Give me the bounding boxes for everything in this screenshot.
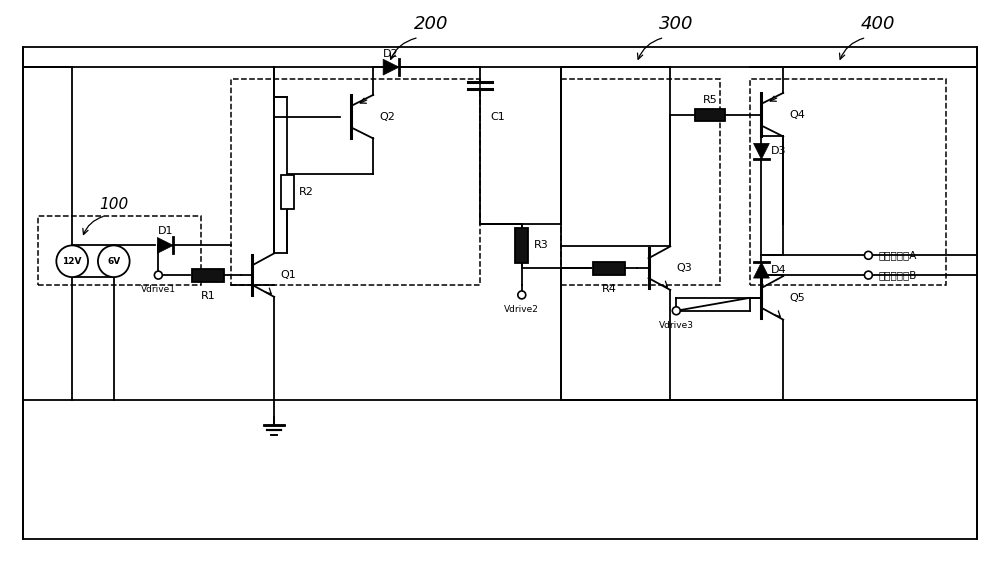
Circle shape: [154, 271, 162, 279]
Bar: [281, 175, 294, 209]
Text: Q3: Q3: [676, 263, 692, 273]
Text: 400: 400: [861, 15, 896, 33]
Circle shape: [98, 245, 130, 277]
Text: Vdrive3: Vdrive3: [659, 321, 694, 329]
Bar: [192, 269, 224, 281]
Text: Q1: Q1: [280, 270, 296, 280]
Polygon shape: [383, 59, 399, 75]
Text: D1: D1: [158, 226, 173, 237]
Polygon shape: [754, 262, 769, 278]
Text: Q2: Q2: [379, 112, 395, 121]
Text: 12V: 12V: [62, 257, 82, 266]
Text: D3: D3: [771, 146, 787, 156]
Circle shape: [518, 291, 526, 299]
Text: Vdrive1: Vdrive1: [141, 285, 176, 294]
Bar: [695, 109, 725, 121]
Text: 100: 100: [99, 197, 128, 212]
Text: R2: R2: [299, 187, 314, 197]
Circle shape: [672, 307, 680, 315]
Text: 6V: 6V: [107, 257, 120, 266]
Circle shape: [864, 271, 872, 279]
Text: Vdrive2: Vdrive2: [504, 305, 539, 314]
Polygon shape: [157, 237, 173, 253]
Text: D4: D4: [771, 265, 787, 275]
Text: Q5: Q5: [789, 293, 805, 303]
Bar: [561, 79, 720, 285]
Bar: [38, 215, 201, 285]
Text: R1: R1: [200, 291, 215, 301]
Text: 300: 300: [659, 15, 694, 33]
Bar: [231, 79, 480, 285]
Polygon shape: [754, 143, 769, 159]
Text: 继电器输入B: 继电器输入B: [878, 270, 917, 280]
Text: R3: R3: [534, 241, 548, 250]
Bar: [515, 228, 528, 263]
Text: 200: 200: [413, 15, 448, 33]
Bar: [593, 262, 625, 274]
Text: 继电器输入A: 继电器输入A: [878, 250, 917, 260]
Text: R5: R5: [703, 95, 717, 105]
Text: C1: C1: [490, 112, 505, 121]
Circle shape: [56, 245, 88, 277]
Text: D2: D2: [383, 49, 399, 59]
Bar: [750, 79, 946, 285]
Circle shape: [864, 252, 872, 259]
Text: Q4: Q4: [789, 109, 805, 120]
Text: R4: R4: [601, 284, 616, 294]
